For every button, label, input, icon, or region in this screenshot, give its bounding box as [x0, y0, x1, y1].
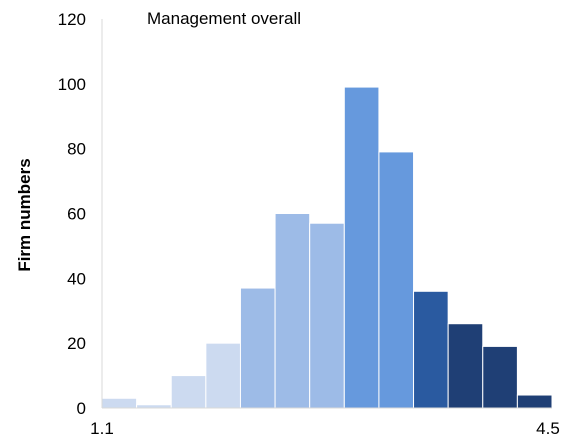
histogram-bar — [309, 222, 345, 409]
histogram-bar — [413, 290, 449, 409]
x-tick-label: 1.1 — [90, 419, 114, 438]
y-tick-label: 80 — [67, 140, 86, 159]
histogram-bar — [274, 213, 311, 409]
histogram-bar — [447, 323, 484, 409]
histogram-bar — [101, 397, 138, 409]
histogram-bar — [170, 375, 207, 409]
histogram-bar — [516, 394, 553, 409]
bars — [101, 86, 553, 409]
y-axis-label: Firm numbers — [15, 158, 34, 271]
y-tick-labels: 0 20 40 60 80 100 120 — [58, 10, 86, 418]
y-tick-label: 60 — [67, 205, 86, 224]
y-tick-label: 0 — [77, 399, 86, 418]
chart-title: Management overall — [147, 9, 301, 28]
histogram-bar — [378, 151, 415, 409]
histogram-bar — [343, 86, 380, 409]
histogram-bar — [239, 287, 276, 409]
histogram-bar — [205, 342, 241, 409]
y-tick-label: 100 — [58, 75, 86, 94]
y-tick-label: 20 — [67, 334, 86, 353]
y-tick-label: 40 — [67, 269, 86, 288]
histogram-bar — [482, 345, 518, 409]
x-tick-labels: 1.1 4.5 — [90, 419, 560, 438]
y-tick-label: 120 — [58, 10, 86, 29]
x-tick-label: 4.5 — [536, 419, 560, 438]
